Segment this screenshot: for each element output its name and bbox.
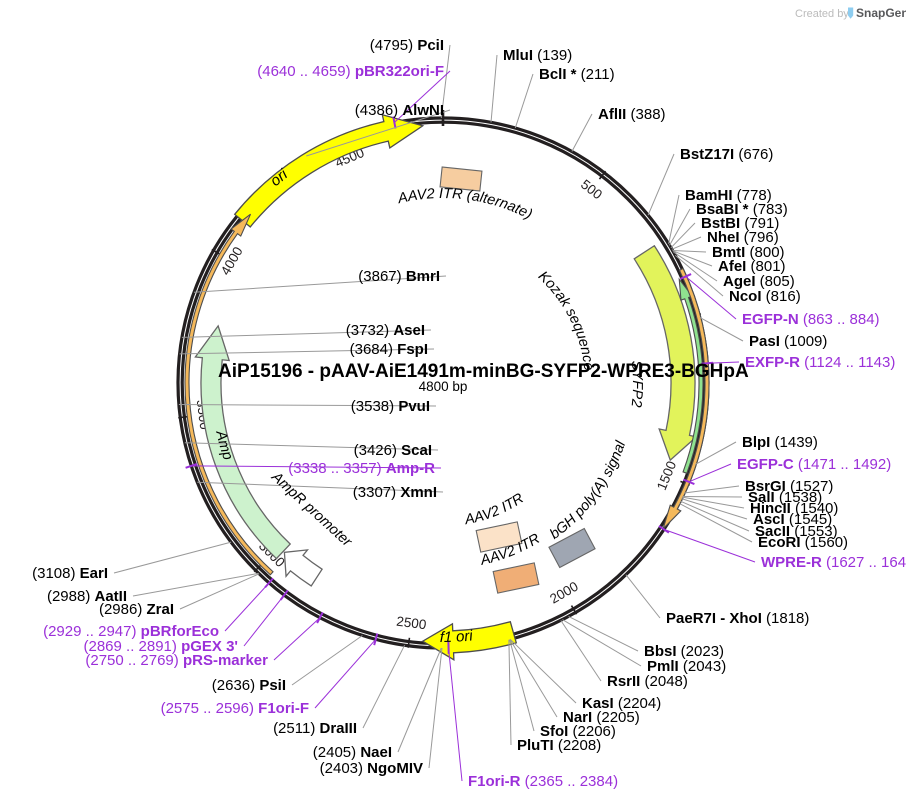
svg-text:BclI * (211): BclI * (211) [539, 66, 615, 83]
svg-text:(4386) AlwNI: (4386) AlwNI [355, 102, 444, 119]
svg-text:AmpR: AmpR [0, 0, 236, 462]
svg-text:MluI (139): MluI (139) [503, 47, 572, 64]
svg-text:4800 bp: 4800 bp [419, 379, 468, 394]
svg-text:NcoI (816): NcoI (816) [729, 288, 801, 305]
svg-text:EXFP-R (1124 .. 1143): EXFP-R (1124 .. 1143) [745, 354, 895, 371]
svg-text:500: 500 [578, 177, 605, 203]
svg-text:(3732) AseI: (3732) AseI [346, 322, 425, 339]
svg-text:(4640 .. 4659) pBR322ori-F: (4640 .. 4659) pBR322ori-F [257, 63, 444, 80]
svg-text:2000: 2000 [547, 579, 581, 607]
svg-text:(3108) EarI: (3108) EarI [32, 565, 108, 582]
svg-text:(2405) NaeI: (2405) NaeI [313, 744, 392, 761]
svg-text:EcoRI (1560): EcoRI (1560) [758, 534, 848, 551]
svg-text:(2636) PsiI: (2636) PsiI [212, 677, 286, 694]
svg-text:BstZ17I (676): BstZ17I (676) [680, 146, 773, 163]
svg-text:(3538) PvuI: (3538) PvuI [351, 398, 430, 415]
svg-text:f1 ori: f1 ori [440, 627, 474, 646]
svg-text:(3867) BmrI: (3867) BmrI [358, 268, 440, 285]
svg-text:2500: 2500 [396, 614, 428, 633]
svg-text:(3426) ScaI: (3426) ScaI [354, 442, 432, 459]
svg-text:SYFP2: SYFP2 [628, 360, 646, 408]
svg-text:(2986) ZraI: (2986) ZraI [99, 601, 174, 618]
svg-text:(2403) NgoMIV: (2403) NgoMIV [320, 760, 423, 777]
svg-text:AflII (388): AflII (388) [598, 106, 666, 123]
svg-text:(2575 .. 2596) F1ori-F: (2575 .. 2596) F1ori-F [161, 700, 309, 717]
svg-text:(4795) PciI: (4795) PciI [370, 37, 444, 54]
svg-text:PaeR7I - XhoI (1818): PaeR7I - XhoI (1818) [666, 610, 809, 627]
svg-text:(2511) DraIII: (2511) DraIII [273, 720, 357, 737]
svg-text:WPRE-R (1627 .. 1647): WPRE-R (1627 .. 1647) [761, 554, 906, 571]
svg-text:RsrII (2048): RsrII (2048) [607, 673, 688, 690]
svg-text:(3307) XmnI: (3307) XmnI [353, 484, 437, 501]
svg-text:1500: 1500 [654, 459, 679, 492]
svg-text:EGFP-N (863 .. 884): EGFP-N (863 .. 884) [742, 311, 880, 328]
svg-text:BlpI (1439): BlpI (1439) [742, 434, 818, 451]
svg-text:Created by: Created by [795, 8, 849, 20]
svg-text:(3684) FspI: (3684) FspI [350, 341, 428, 358]
svg-text:EGFP-C (1471 .. 1492): EGFP-C (1471 .. 1492) [737, 456, 891, 473]
svg-text:Kozak sequence: Kozak sequence [535, 268, 597, 371]
svg-text:AiP15196 - pAAV-AiE1491m-minBG: AiP15196 - pAAV-AiE1491m-minBG-SYFP2-WPR… [218, 361, 749, 382]
svg-text:AAV2 ITR (alternate): AAV2 ITR (alternate) [396, 186, 535, 223]
svg-text:(3338 .. 3357) Amp-R: (3338 .. 3357) Amp-R [288, 460, 435, 477]
svg-text:PasI (1009): PasI (1009) [749, 333, 827, 350]
svg-text:F1ori-R (2365 .. 2384): F1ori-R (2365 .. 2384) [468, 773, 618, 790]
svg-text:SnapGene: SnapGene [856, 6, 906, 20]
svg-text:PluTI (2208): PluTI (2208) [517, 737, 601, 754]
svg-text:(2750 .. 2769) pRS-marker: (2750 .. 2769) pRS-marker [85, 652, 268, 669]
svg-text:bGH poly(A) signal: bGH poly(A) signal [547, 438, 629, 542]
